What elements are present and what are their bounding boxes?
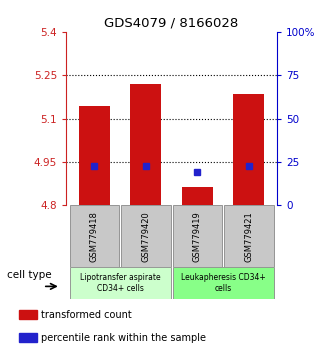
- Text: percentile rank within the sample: percentile rank within the sample: [42, 332, 207, 343]
- Text: GSM779419: GSM779419: [193, 211, 202, 262]
- Text: GSM779418: GSM779418: [90, 211, 99, 262]
- Bar: [70, 205, 119, 267]
- Text: transformed count: transformed count: [42, 309, 132, 320]
- Text: Leukapheresis CD34+
cells: Leukapheresis CD34+ cells: [181, 274, 266, 293]
- Bar: [19, 333, 37, 342]
- Bar: [79, 105, 110, 205]
- Bar: [182, 187, 213, 205]
- Bar: [121, 205, 171, 267]
- Title: GDS4079 / 8166028: GDS4079 / 8166028: [105, 16, 239, 29]
- Text: Lipotransfer aspirate
CD34+ cells: Lipotransfer aspirate CD34+ cells: [80, 274, 160, 293]
- Text: GSM779421: GSM779421: [245, 211, 253, 262]
- Text: cell type: cell type: [7, 270, 51, 280]
- Bar: [19, 310, 37, 319]
- Bar: [233, 94, 264, 205]
- Bar: [70, 267, 171, 299]
- Bar: [173, 205, 222, 267]
- Bar: [224, 205, 274, 267]
- Bar: [130, 84, 161, 205]
- Text: GSM779420: GSM779420: [141, 211, 150, 262]
- Bar: [173, 267, 274, 299]
